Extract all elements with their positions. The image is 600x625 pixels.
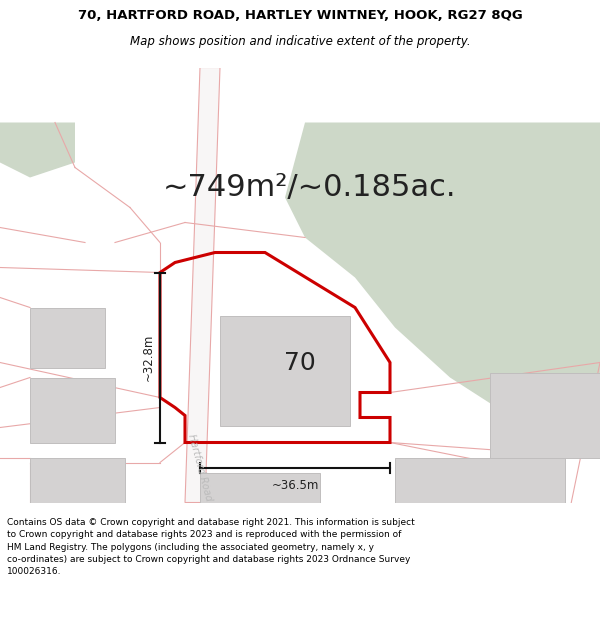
Text: 70, HARTFORD ROAD, HARTLEY WINTNEY, HOOK, RG27 8QG: 70, HARTFORD ROAD, HARTLEY WINTNEY, HOOK… (77, 9, 523, 22)
Text: 70: 70 (284, 351, 316, 374)
Bar (395, 458, 565, 518)
Bar (30, 458, 125, 512)
Text: ~32.8m: ~32.8m (142, 334, 155, 381)
Polygon shape (185, 68, 220, 503)
Bar (505, 522, 585, 572)
Bar (395, 522, 470, 572)
Bar (220, 316, 350, 426)
Text: ~36.5m: ~36.5m (271, 479, 319, 492)
Text: Contains OS data © Crown copyright and database right 2021. This information is : Contains OS data © Crown copyright and d… (7, 518, 415, 576)
Text: Hartford Road: Hartford Road (186, 433, 214, 502)
Text: Map shows position and indicative extent of the property.: Map shows position and indicative extent… (130, 35, 470, 48)
Polygon shape (285, 122, 600, 458)
Bar (30, 378, 115, 442)
Bar (200, 472, 320, 532)
Bar (30, 308, 105, 368)
Bar (30, 522, 130, 578)
Polygon shape (0, 122, 75, 177)
Text: ~749m²/~0.185ac.: ~749m²/~0.185ac. (163, 173, 457, 202)
Bar (490, 372, 600, 458)
